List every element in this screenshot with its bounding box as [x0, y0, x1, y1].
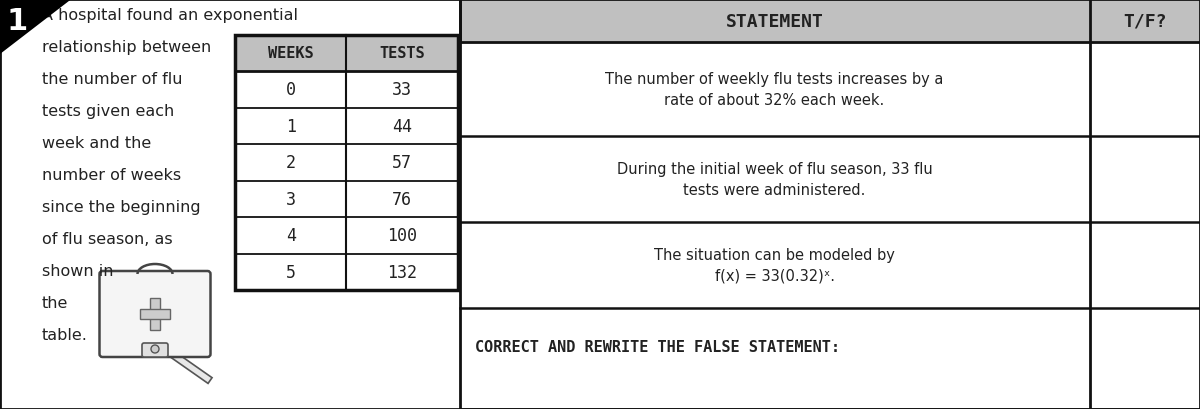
Text: The situation can be modeled by
f(x) = 33(0.32)ˣ.: The situation can be modeled by f(x) = 3… — [654, 247, 895, 283]
Bar — [150, 298, 160, 330]
Text: CORRECT AND REWRITE THE FALSE STATEMENT:: CORRECT AND REWRITE THE FALSE STATEMENT: — [475, 339, 840, 354]
Bar — [460, 0, 1200, 43]
FancyBboxPatch shape — [142, 343, 168, 357]
Text: 3: 3 — [286, 190, 295, 208]
Text: table.: table. — [42, 327, 88, 342]
Text: 100: 100 — [386, 227, 416, 245]
Text: tests given each: tests given each — [42, 104, 174, 119]
Text: T/F?: T/F? — [1123, 13, 1166, 30]
Text: shown in: shown in — [42, 263, 114, 278]
Text: of flu season, as: of flu season, as — [42, 231, 173, 246]
Text: 4: 4 — [286, 227, 295, 245]
Text: number of weeks: number of weeks — [42, 168, 181, 182]
Bar — [235, 36, 457, 290]
Bar — [235, 36, 457, 72]
Text: WEEKS: WEEKS — [268, 46, 313, 61]
Text: 76: 76 — [392, 190, 412, 208]
Text: 57: 57 — [392, 154, 412, 172]
Circle shape — [110, 309, 128, 327]
Text: since the beginning: since the beginning — [42, 200, 200, 214]
Text: 1: 1 — [286, 117, 295, 135]
Text: 33: 33 — [392, 81, 412, 99]
Circle shape — [151, 345, 158, 353]
Text: 132: 132 — [386, 263, 416, 281]
Text: A hospital found an exponential: A hospital found an exponential — [42, 8, 298, 23]
Text: relationship between: relationship between — [42, 40, 211, 55]
Text: STATEMENT: STATEMENT — [726, 13, 823, 30]
Ellipse shape — [172, 336, 179, 342]
Text: week and the: week and the — [42, 136, 151, 151]
Text: the number of flu: the number of flu — [42, 72, 182, 87]
Text: TESTS: TESTS — [379, 46, 425, 61]
Polygon shape — [0, 0, 72, 55]
FancyArrow shape — [113, 311, 212, 384]
Text: the: the — [42, 295, 68, 310]
FancyBboxPatch shape — [100, 271, 210, 357]
Text: 2: 2 — [286, 154, 295, 172]
Bar — [235, 36, 457, 290]
Text: 5: 5 — [286, 263, 295, 281]
Bar — [140, 309, 170, 319]
Text: 0: 0 — [286, 81, 295, 99]
Text: During the initial week of flu season, 33 flu
tests were administered.: During the initial week of flu season, 3… — [617, 161, 932, 197]
Text: The number of weekly flu tests increases by a
rate of about 32% each week.: The number of weekly flu tests increases… — [606, 72, 943, 108]
Text: 44: 44 — [392, 117, 412, 135]
Text: 1: 1 — [7, 7, 29, 36]
